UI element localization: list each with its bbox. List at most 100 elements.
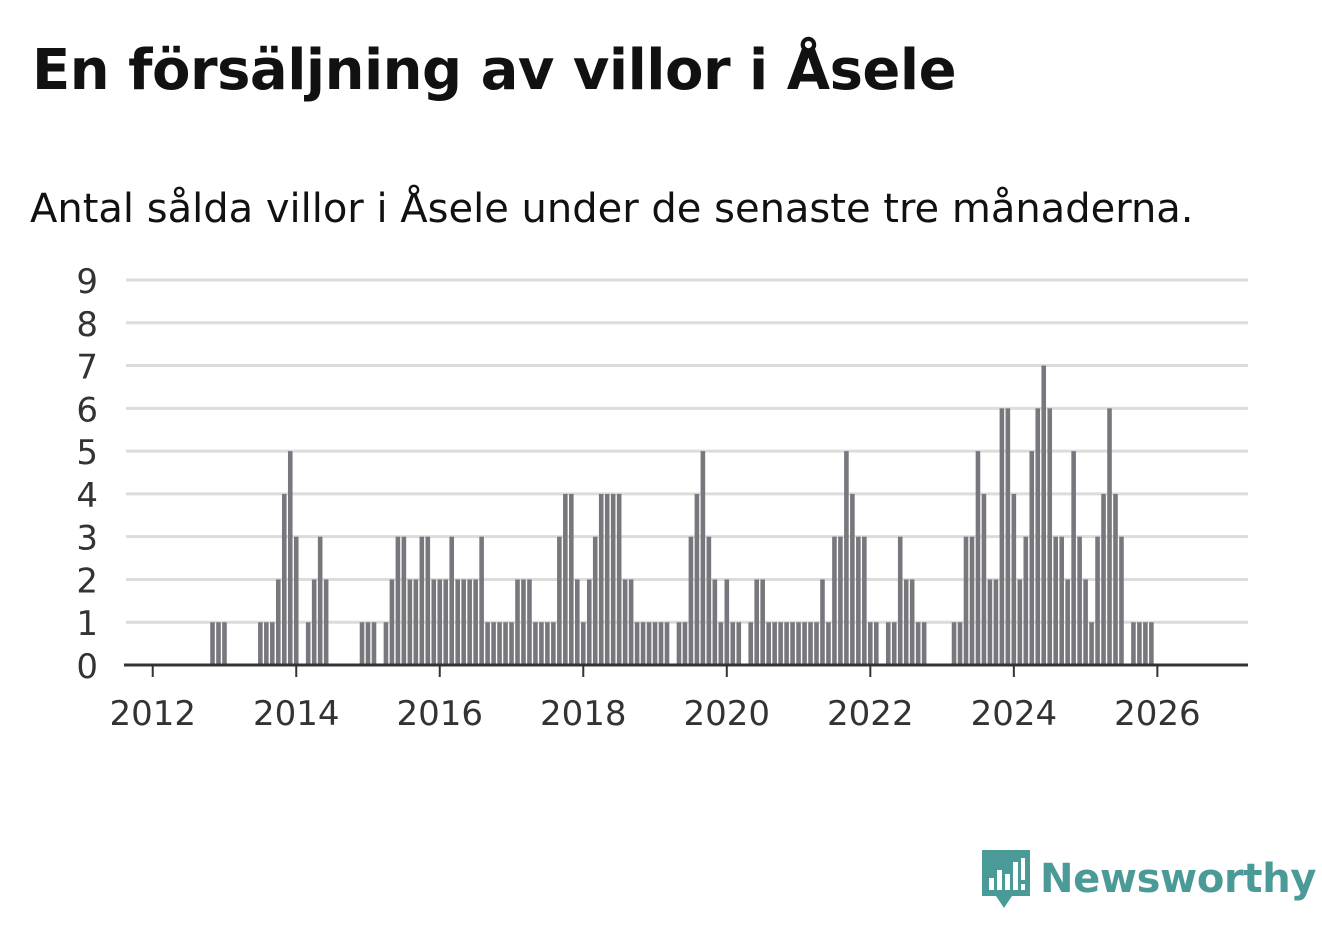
- bar: [497, 622, 502, 665]
- bar: [1053, 536, 1058, 665]
- bar: [957, 622, 963, 665]
- bar: [754, 579, 759, 665]
- bar: [628, 579, 634, 665]
- bar: [586, 579, 592, 665]
- brand-name: Newsworthy: [1040, 856, 1317, 902]
- bar: [515, 579, 520, 665]
- bar: [443, 579, 449, 665]
- bar: [951, 622, 957, 665]
- bar: [503, 622, 508, 665]
- x-tick-label: 2012: [109, 694, 196, 734]
- bar: [1047, 408, 1053, 665]
- bar: [969, 536, 975, 665]
- bar: [981, 493, 987, 665]
- bar: [1017, 579, 1023, 665]
- bar: [1065, 579, 1070, 665]
- bar: [1011, 493, 1017, 665]
- bar: [712, 579, 718, 665]
- bar: [1137, 622, 1142, 665]
- bar: [371, 622, 377, 665]
- chart-title: En försäljning av villor i Åsele: [32, 38, 957, 103]
- y-tick-label: 5: [76, 433, 98, 473]
- bar: [1077, 536, 1082, 665]
- bar: [383, 622, 389, 665]
- y-tick-label: 9: [76, 262, 98, 302]
- bar: [1149, 622, 1154, 665]
- bar: [473, 579, 478, 665]
- bar: [491, 622, 496, 665]
- y-tick-label: 0: [76, 647, 98, 687]
- bar: [963, 536, 969, 665]
- bar: [281, 493, 287, 665]
- bar: [999, 408, 1005, 665]
- highlight-data-label: 1: [1148, 0, 1167, 8]
- bar: [730, 622, 736, 665]
- chart-subtitle: Antal sålda villor i Åsele under de sena…: [30, 186, 1194, 232]
- bar: [311, 579, 317, 665]
- bar: [461, 579, 466, 665]
- bar: [700, 451, 706, 665]
- bar: [664, 622, 670, 665]
- bar: [862, 536, 867, 665]
- bar: [868, 622, 873, 665]
- bar: [533, 622, 538, 665]
- x-tick-label: 2014: [253, 694, 340, 734]
- bar: [616, 493, 622, 665]
- x-tick-label: 2020: [684, 694, 771, 734]
- bar: [395, 536, 401, 665]
- y-tick-label: 6: [76, 390, 98, 430]
- bar: [467, 579, 472, 665]
- bar: [802, 622, 807, 665]
- bar: [305, 622, 311, 665]
- bar: [634, 622, 640, 665]
- x-tick-label: 2024: [971, 694, 1058, 734]
- bar: [622, 579, 628, 665]
- y-tick-label: 3: [76, 519, 98, 559]
- bar: [216, 622, 221, 665]
- bar: [485, 622, 490, 665]
- bar: [455, 579, 460, 665]
- bar: [1083, 579, 1088, 665]
- bar: [652, 622, 658, 665]
- y-tick-label: 8: [76, 305, 98, 345]
- bar: [557, 536, 562, 665]
- bar: [772, 622, 777, 665]
- bar: [521, 579, 526, 665]
- bar: [790, 622, 795, 665]
- bar: [276, 579, 281, 665]
- bar: [413, 579, 419, 665]
- bar: [509, 622, 514, 665]
- bar: [909, 579, 915, 665]
- bar: [1035, 408, 1041, 665]
- newsworthy-brand[interactable]: Newsworthy: [980, 848, 1317, 910]
- bar: [539, 622, 544, 665]
- bar: [287, 451, 293, 665]
- bar: [736, 622, 742, 665]
- bar: [724, 579, 730, 665]
- bar: [389, 579, 395, 665]
- bar: [1059, 536, 1064, 665]
- bar: [676, 622, 682, 665]
- bar: [293, 536, 299, 665]
- bar: [437, 579, 443, 665]
- bar: [766, 622, 771, 665]
- bar: [425, 536, 431, 665]
- bar: [551, 622, 556, 665]
- bar: [921, 622, 927, 665]
- bar: [1071, 451, 1076, 665]
- bar: [987, 579, 993, 665]
- y-tick-label: 2: [76, 561, 98, 601]
- bar: [975, 451, 981, 665]
- bar: [365, 622, 371, 665]
- bar: [694, 493, 700, 665]
- y-tick-label: 7: [76, 348, 98, 388]
- bar: [1005, 408, 1011, 665]
- bar: [1041, 365, 1047, 665]
- bar: [479, 536, 484, 665]
- bar: [844, 451, 849, 665]
- bar: [449, 536, 455, 665]
- bar: [808, 622, 813, 665]
- bar: [760, 579, 765, 665]
- bar: [575, 579, 580, 665]
